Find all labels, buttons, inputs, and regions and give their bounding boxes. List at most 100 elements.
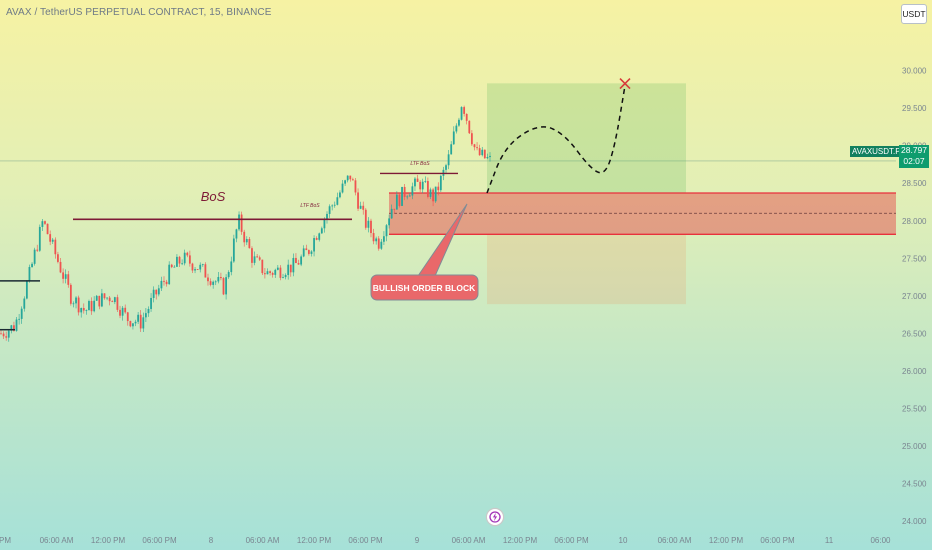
candle-body: [232, 238, 235, 262]
bos-label: BoS: [201, 189, 226, 204]
candle-body: [227, 272, 230, 278]
candle-body: [217, 276, 220, 282]
order-block-label: BULLISH ORDER BLOCK: [373, 283, 476, 293]
candle-body: [271, 273, 274, 275]
candle-body: [256, 256, 259, 258]
candle-body: [165, 281, 168, 285]
candle-body: [473, 144, 476, 148]
candle-body: [292, 257, 295, 273]
candle-body: [129, 321, 132, 327]
candle-body: [36, 249, 39, 251]
candle-body: [88, 301, 90, 311]
x-tick-label: 12:00 PM: [91, 536, 126, 545]
candle-body: [238, 214, 240, 230]
x-tick-label: 12:00 PM: [503, 536, 538, 545]
candle-body: [44, 221, 46, 224]
candle-body: [460, 107, 463, 120]
candle-body: [163, 280, 165, 282]
candle-body: [137, 314, 140, 322]
candle-body: [357, 192, 359, 209]
candle-body: [150, 297, 152, 309]
y-tick-label: 26.500: [902, 329, 927, 338]
lightning-icon[interactable]: [487, 509, 503, 525]
candle-body: [336, 197, 339, 205]
candle-body: [10, 325, 13, 331]
candle-body: [346, 175, 349, 181]
candle-body: [41, 221, 44, 227]
candle-body: [323, 218, 326, 229]
candle-body: [432, 189, 434, 202]
candle-body: [318, 233, 321, 240]
candle-body: [72, 303, 75, 305]
candle-body: [204, 264, 207, 278]
candle-body: [437, 186, 440, 191]
candle-body: [486, 157, 489, 159]
candle-body: [388, 218, 390, 226]
currency-button[interactable]: USDT: [901, 4, 927, 24]
candle-body: [126, 312, 129, 322]
x-tick-label: 06:00 AM: [40, 536, 74, 545]
candle-body: [276, 267, 279, 270]
candle-body: [408, 195, 411, 197]
y-tick-label: 24.000: [902, 517, 927, 526]
candle-body: [80, 307, 83, 313]
candle-body: [7, 330, 10, 338]
candle-body: [178, 256, 181, 264]
candle-body: [90, 301, 93, 312]
x-tick-label: 9: [415, 536, 420, 545]
candle-body: [173, 266, 176, 268]
candle-body: [116, 297, 119, 310]
candle-body: [220, 276, 222, 279]
candle-body: [196, 269, 199, 270]
candle-body: [209, 281, 212, 285]
candle-body: [225, 277, 227, 295]
candle-body: [302, 248, 305, 257]
candle-body: [349, 175, 352, 180]
candle-body: [458, 119, 460, 126]
candle-body: [5, 336, 8, 338]
y-tick-label: 28.000: [902, 217, 927, 226]
candle-body: [289, 264, 292, 273]
candle-body: [199, 264, 202, 270]
candle-body: [450, 144, 453, 155]
candle-body: [393, 208, 396, 210]
candle-body: [142, 317, 145, 329]
x-tick-label: 06:00 AM: [452, 536, 486, 545]
candle-body: [13, 325, 15, 331]
candle-body: [64, 274, 67, 279]
candle-body: [455, 125, 458, 132]
candle-body: [282, 277, 284, 278]
candle-body: [82, 307, 85, 311]
candle-body: [108, 297, 111, 302]
candle-body: [194, 269, 196, 271]
candle-body: [476, 147, 478, 149]
candle-body: [398, 194, 401, 206]
candle-body: [481, 149, 484, 156]
candle-body: [0, 333, 2, 335]
candle-body: [333, 204, 336, 206]
candle-body: [279, 267, 282, 278]
candle-body: [406, 196, 409, 198]
candle-body: [98, 295, 101, 307]
candle-body: [144, 313, 147, 318]
candle-body: [207, 277, 209, 282]
candle-body: [424, 181, 427, 182]
candle-body: [214, 281, 217, 283]
candle-body: [134, 321, 137, 324]
candle-body: [468, 120, 471, 134]
candle-body: [297, 263, 300, 265]
last-price-tag: 28.797 02:07: [899, 145, 929, 168]
x-tick-label: 06:00 PM: [142, 536, 177, 545]
y-tick-label: 30.000: [902, 67, 927, 76]
zones: [389, 83, 896, 305]
candle-body: [439, 175, 442, 191]
candle-body: [201, 264, 204, 266]
candle-body: [377, 238, 380, 249]
candle-body: [59, 261, 62, 273]
candles: [0, 105, 491, 342]
candle-body: [401, 186, 403, 206]
symbol-tag: AVAXUSDT.P: [850, 146, 903, 157]
candle-body: [18, 318, 21, 320]
